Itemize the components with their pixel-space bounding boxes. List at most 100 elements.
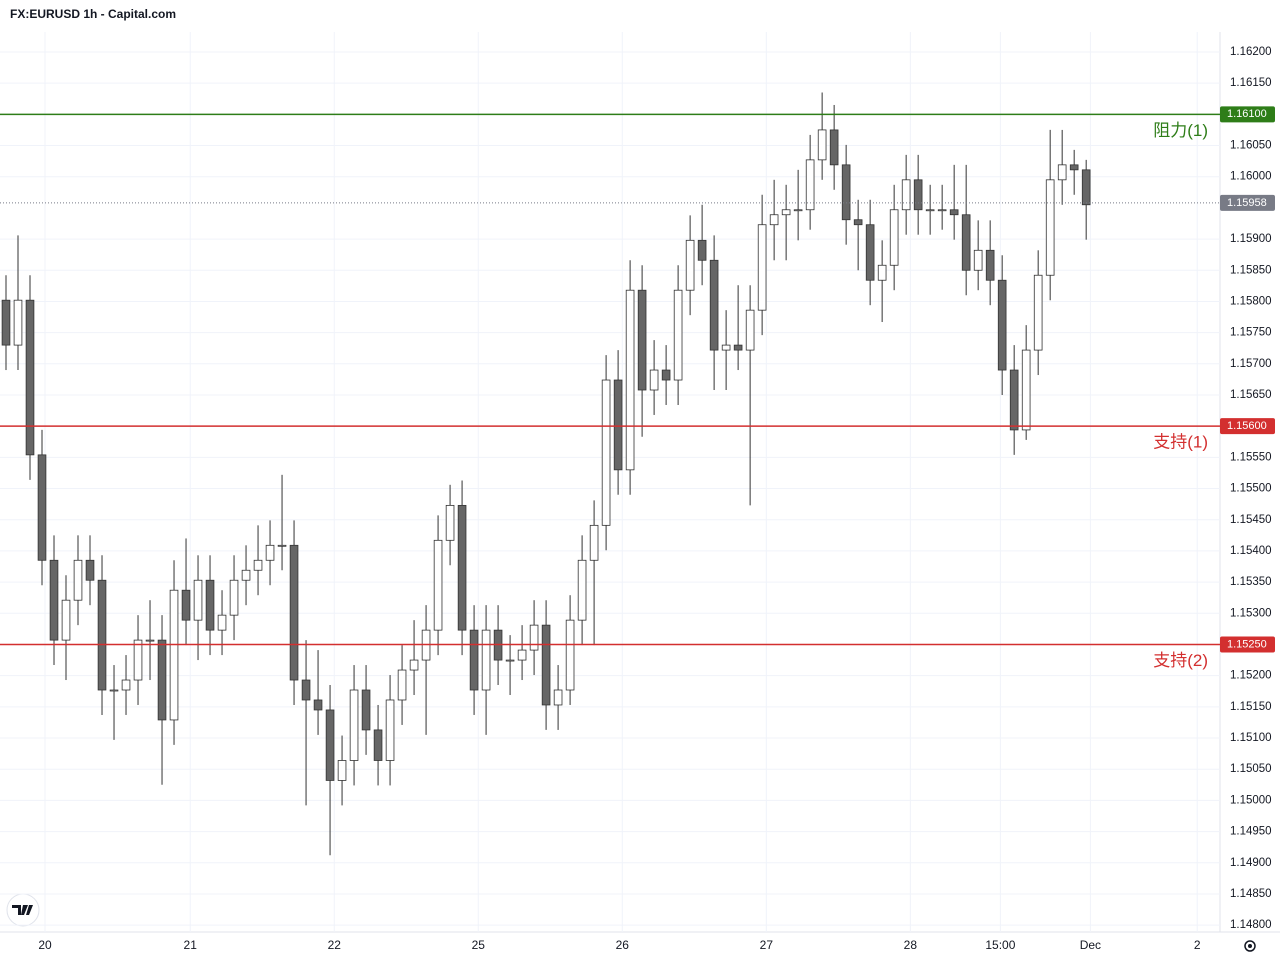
y-tick-label: 1.15700: [1230, 358, 1272, 370]
candle-body: [733, 344, 743, 351]
candle-body: [1033, 274, 1043, 351]
candle-body: [157, 639, 167, 721]
candle-body: [49, 559, 59, 641]
last-price-box: [1220, 194, 1275, 211]
candle-body: [325, 709, 335, 781]
level-name: 支持(2): [1153, 651, 1208, 670]
candle-body: [445, 504, 455, 541]
candle-body: [133, 639, 143, 681]
candle-body: [925, 209, 935, 212]
candle-body: [709, 259, 719, 351]
candle-body: [817, 129, 827, 161]
candle-body: [865, 224, 875, 281]
candle-body: [373, 729, 383, 761]
candle-body: [553, 689, 563, 706]
candle-body: [301, 679, 311, 701]
candle-body: [181, 589, 191, 621]
candle-body: [1069, 164, 1079, 171]
candle-body: [697, 239, 707, 261]
candle-body: [145, 639, 155, 642]
candle-body: [289, 544, 299, 681]
candle-body: [409, 659, 419, 671]
y-tick-label: 1.15550: [1230, 451, 1272, 463]
candle-body: [61, 599, 71, 641]
candle-body: [661, 369, 671, 381]
candle-body: [565, 619, 575, 691]
level-price-label: 1.15250: [1227, 638, 1267, 650]
candle-body: [1009, 369, 1019, 431]
candle-body: [985, 249, 995, 281]
candle-body: [265, 544, 275, 561]
settings-icon[interactable]: [1244, 940, 1256, 952]
level-price-box: [1220, 418, 1275, 435]
x-tick-label: 26: [616, 938, 630, 952]
candle-body: [193, 579, 203, 621]
x-tick-label: 27: [760, 938, 774, 952]
candle-body: [517, 649, 527, 661]
candle-body: [397, 669, 407, 701]
candle-body: [121, 679, 131, 691]
candle-body: [721, 344, 731, 351]
level-price-label: 1.16100: [1227, 108, 1267, 120]
candle-body: [997, 279, 1007, 371]
candle-body: [685, 239, 695, 291]
x-tick-label: 28: [904, 938, 918, 952]
y-tick-label: 1.15100: [1230, 732, 1272, 744]
y-tick-label: 1.14950: [1230, 826, 1272, 838]
candle-body: [109, 689, 119, 692]
y-tick-label: 1.15200: [1230, 670, 1272, 682]
y-tick-label: 1.15800: [1230, 295, 1272, 307]
candle-body: [13, 299, 23, 346]
x-tick-label: 22: [328, 938, 342, 952]
candle-body: [841, 164, 851, 221]
x-tick-label: 21: [184, 938, 198, 952]
candle-body: [457, 504, 467, 631]
candle-body: [361, 689, 371, 731]
level-price-label: 1.15600: [1227, 420, 1267, 432]
candle-body: [673, 289, 683, 381]
candle-body: [241, 569, 251, 581]
candle-body: [1057, 164, 1067, 181]
candle-body: [649, 369, 659, 391]
y-tick-label: 1.15850: [1230, 264, 1272, 276]
candle-body: [253, 559, 263, 571]
last-price-label: 1.15958: [1227, 197, 1267, 209]
candle-body: [829, 129, 839, 166]
candle-body: [745, 309, 755, 351]
x-tick-label: 25: [472, 938, 486, 952]
level-name: 阻力(1): [1153, 121, 1208, 140]
candle-body: [205, 579, 215, 631]
y-tick-label: 1.16150: [1230, 77, 1272, 89]
level-name: 支持(1): [1153, 433, 1208, 452]
y-tick-label: 1.14850: [1230, 888, 1272, 900]
candle-body: [469, 629, 479, 691]
candle-body: [577, 559, 587, 621]
candle-body: [217, 614, 227, 631]
candle-body: [889, 209, 899, 266]
candle-body: [385, 699, 395, 761]
chart-title: FX:EURUSD 1h - Capital.com: [10, 7, 176, 21]
y-tick-label: 1.14800: [1230, 919, 1272, 931]
candle-body: [337, 760, 347, 781]
candle-body: [901, 179, 911, 211]
candle-body: [913, 179, 923, 211]
level-price-box: [1220, 106, 1275, 123]
candle-body: [793, 209, 803, 212]
candle-body: [277, 544, 287, 547]
y-tick-label: 1.15900: [1230, 233, 1272, 245]
x-tick-label: Dec: [1080, 938, 1101, 952]
candle-body: [505, 659, 515, 662]
candle-body: [613, 379, 623, 471]
candle-body: [601, 379, 611, 526]
y-tick-label: 1.14900: [1230, 857, 1272, 869]
candle-body: [961, 214, 971, 271]
y-tick-label: 1.16200: [1230, 46, 1272, 58]
candle-body: [781, 209, 791, 216]
candle-body: [541, 624, 551, 706]
x-tick-label: 20: [38, 938, 52, 952]
y-tick-label: 1.15750: [1230, 327, 1272, 339]
candle-body: [1081, 169, 1091, 206]
candle-body: [853, 219, 863, 226]
